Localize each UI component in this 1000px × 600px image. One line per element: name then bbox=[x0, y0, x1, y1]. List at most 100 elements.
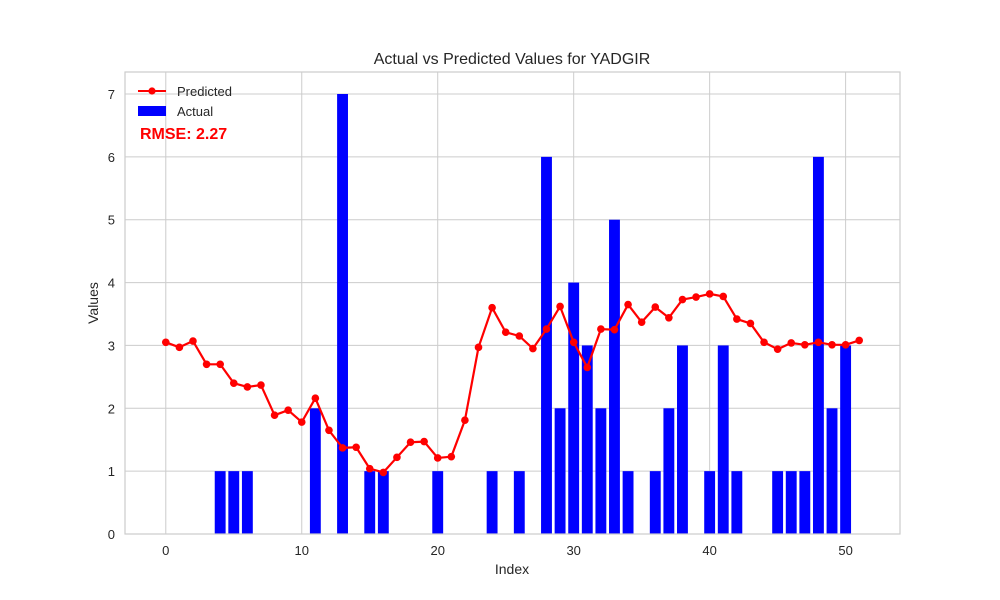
actual-bar bbox=[377, 471, 389, 534]
predicted-point bbox=[705, 290, 714, 298]
predicted-point bbox=[665, 313, 673, 322]
predicted-point bbox=[161, 338, 170, 347]
x-tick-label: 20 bbox=[430, 543, 444, 558]
actual-bar bbox=[717, 345, 729, 534]
actual-bar bbox=[432, 471, 444, 534]
actual-bar bbox=[364, 471, 376, 534]
predicted-point bbox=[569, 338, 578, 347]
y-tick-label: 4 bbox=[108, 276, 115, 291]
actual-bar bbox=[663, 408, 675, 534]
y-tick-label: 5 bbox=[108, 213, 115, 228]
actual-bar bbox=[568, 282, 580, 534]
predicted-point bbox=[515, 332, 524, 340]
actual-bar bbox=[772, 471, 784, 534]
predicted-point bbox=[488, 303, 496, 312]
predicted-point bbox=[229, 379, 238, 387]
actual-bar bbox=[241, 471, 253, 534]
actual-bar bbox=[595, 408, 607, 534]
actual-bar bbox=[486, 471, 498, 534]
actual-bar bbox=[581, 345, 593, 534]
actual-bar bbox=[554, 408, 566, 534]
predicted-point bbox=[297, 418, 306, 426]
plot-background bbox=[125, 72, 900, 534]
predicted-point bbox=[746, 319, 755, 328]
legend-predicted-marker bbox=[148, 87, 156, 95]
x-tick-labels: 0 10 20 30 40 50 bbox=[162, 543, 853, 558]
actual-bar bbox=[214, 471, 226, 534]
predicted-point bbox=[447, 452, 456, 461]
y-axis-title: Values bbox=[85, 282, 101, 324]
predicted-line bbox=[161, 290, 864, 477]
predicted-point bbox=[202, 360, 211, 369]
predicted-point bbox=[637, 318, 646, 326]
x-tick-label: 40 bbox=[702, 543, 716, 558]
actual-bar bbox=[609, 219, 620, 534]
predicted-point bbox=[624, 300, 632, 309]
predicted-point bbox=[257, 381, 265, 389]
x-tick-label: 30 bbox=[566, 543, 580, 558]
predicted-point bbox=[651, 303, 660, 311]
predicted-point bbox=[542, 325, 551, 333]
predicted-point bbox=[216, 360, 224, 369]
predicted-point bbox=[325, 426, 333, 435]
predicted-point bbox=[841, 341, 850, 349]
predicted-point bbox=[501, 328, 510, 337]
actual-bar bbox=[840, 345, 852, 534]
y-tick-label: 7 bbox=[108, 87, 115, 102]
y-tick-label: 6 bbox=[108, 150, 115, 165]
actual-bar bbox=[513, 471, 525, 534]
actual-bar bbox=[228, 471, 240, 534]
predicted-point bbox=[719, 292, 728, 301]
predicted-point bbox=[461, 416, 469, 425]
actual-bar bbox=[309, 408, 321, 534]
predicted-point bbox=[352, 443, 360, 452]
predicted-point bbox=[420, 437, 428, 446]
legend-predicted-label: Predicted bbox=[177, 84, 232, 99]
actual-bar bbox=[677, 345, 688, 534]
x-tick-label: 0 bbox=[162, 543, 169, 558]
actual-bar bbox=[799, 471, 811, 534]
actual-bar bbox=[826, 408, 838, 534]
actual-bar bbox=[704, 471, 716, 534]
predicted-point bbox=[814, 338, 823, 347]
predicted-point bbox=[773, 345, 782, 354]
y-tick-label: 2 bbox=[108, 401, 115, 416]
predicted-point bbox=[556, 302, 564, 311]
predicted-point bbox=[433, 454, 442, 462]
predicted-point bbox=[189, 337, 197, 345]
predicted-point bbox=[365, 464, 374, 473]
chart-title: Actual vs Predicted Values for YADGIR bbox=[374, 51, 651, 68]
predicted-point bbox=[855, 336, 864, 345]
y-tick-labels: 0 1 2 3 4 5 6 7 bbox=[108, 87, 115, 542]
predicted-point bbox=[243, 383, 252, 391]
predicted-point bbox=[393, 453, 401, 462]
predicted-series-line bbox=[165, 292, 860, 474]
actual-bar bbox=[541, 156, 552, 534]
y-tick-label: 1 bbox=[108, 464, 115, 479]
legend: Predicted Actual bbox=[138, 84, 232, 119]
predicted-point bbox=[610, 325, 619, 334]
actual-bar bbox=[731, 471, 743, 534]
predicted-point bbox=[474, 343, 483, 352]
predicted-point bbox=[760, 338, 768, 347]
predicted-point bbox=[379, 468, 388, 477]
predicted-point bbox=[801, 341, 809, 349]
predicted-point bbox=[175, 343, 184, 352]
predicted-point bbox=[284, 406, 292, 414]
actual-bar bbox=[622, 471, 634, 534]
predicted-point bbox=[678, 295, 687, 304]
actual-bar bbox=[337, 94, 348, 534]
predicted-point bbox=[311, 394, 320, 403]
x-tick-label: 10 bbox=[295, 543, 309, 558]
legend-actual-swatch bbox=[138, 106, 166, 116]
x-tick-label: 50 bbox=[838, 543, 852, 558]
predicted-point bbox=[270, 411, 279, 420]
predicted-point bbox=[692, 293, 700, 301]
x-axis-title: Index bbox=[495, 561, 529, 577]
predicted-point bbox=[529, 344, 537, 353]
y-tick-label: 0 bbox=[108, 527, 115, 542]
predicted-point bbox=[338, 444, 347, 452]
actual-bar bbox=[785, 471, 797, 534]
predicted-point bbox=[787, 339, 796, 347]
